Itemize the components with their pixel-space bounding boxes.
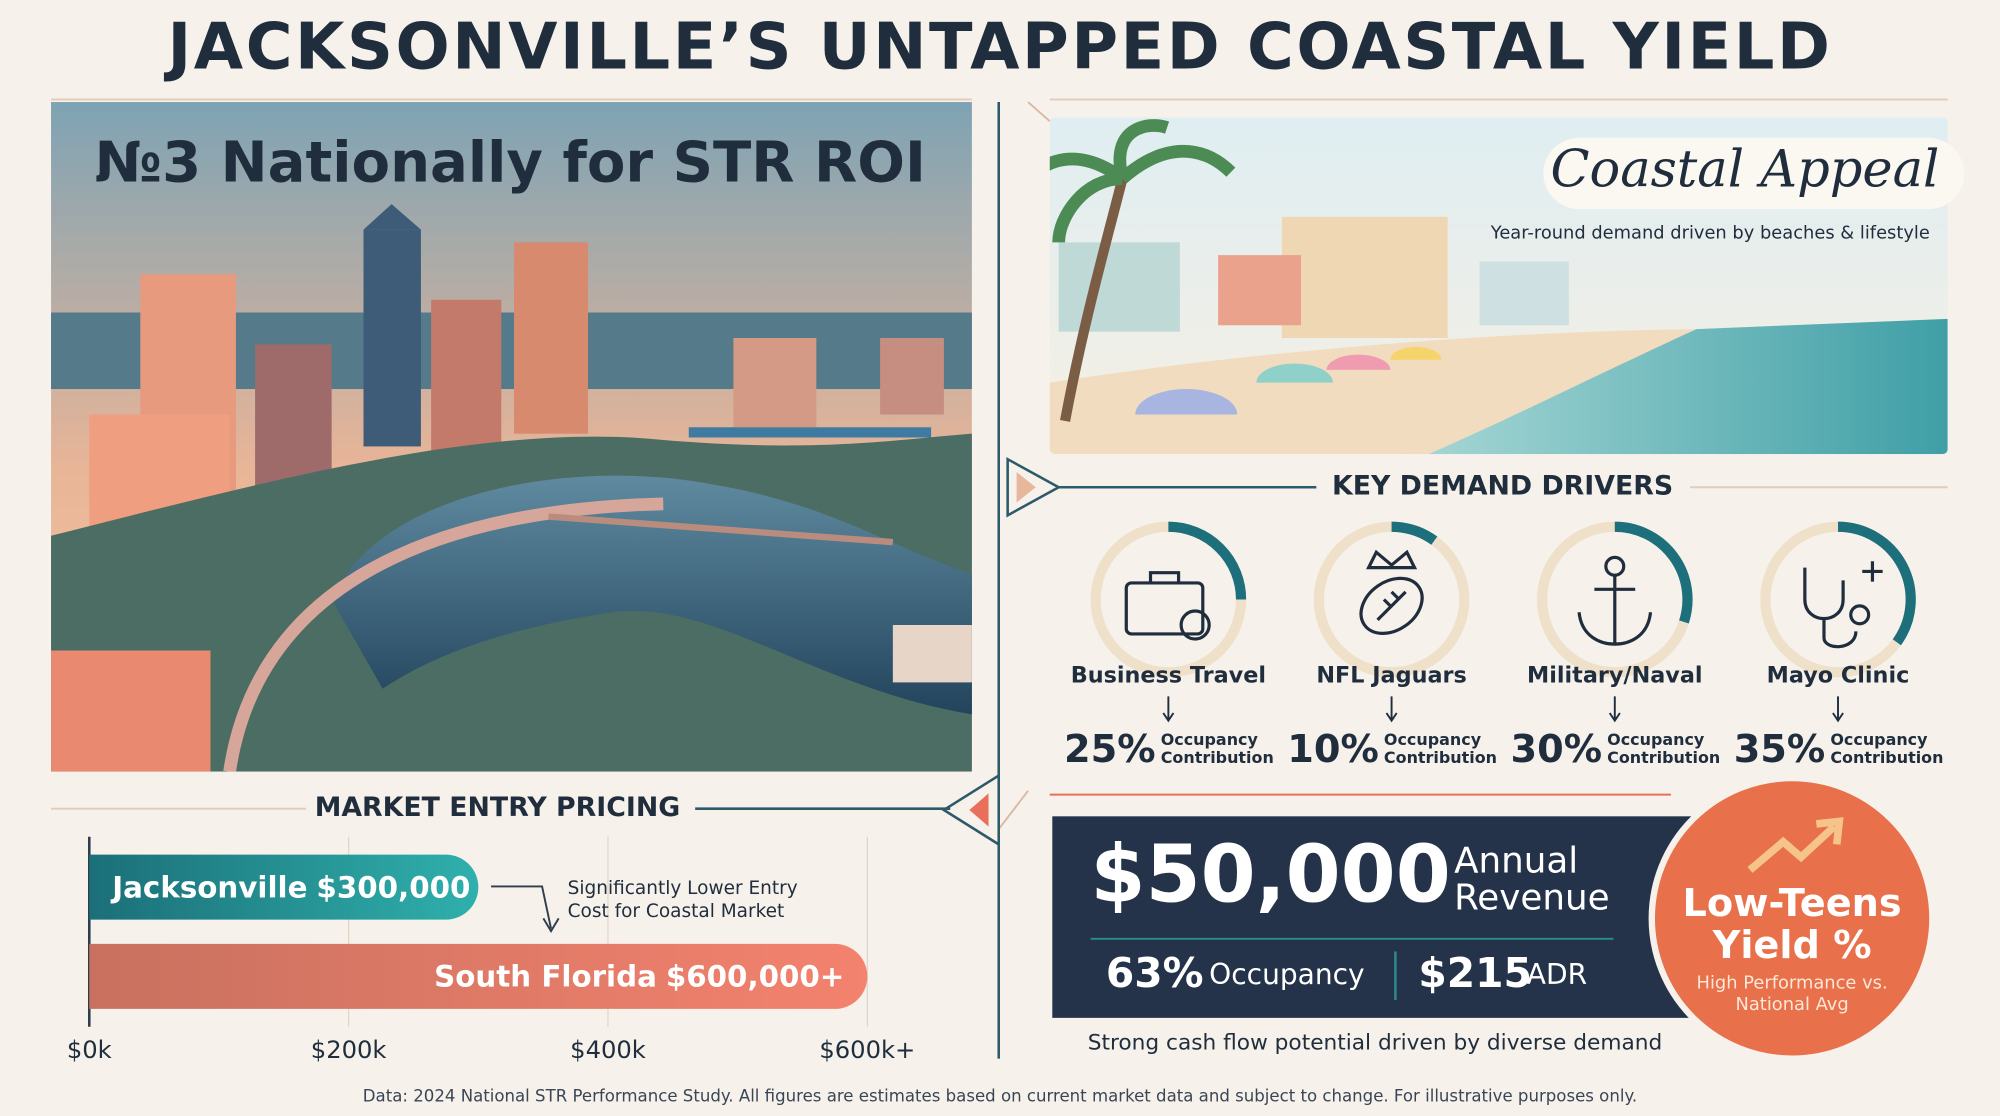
- driver-caption: Occupancy Contribution: [1383, 729, 1498, 767]
- driver-label: Mayo Clinic: [1767, 663, 1910, 689]
- city-illustration: [51, 102, 972, 772]
- pricing-chart: $0k $200k $400k $600k+ Jacksonville $300,000 S…: [67, 836, 915, 1064]
- bar-category: Jacksonville: [110, 870, 307, 904]
- pricing-title: MARKET ENTRY PRICING: [315, 792, 681, 823]
- driver-label: NFL Jaguars: [1316, 663, 1466, 689]
- bar: [89, 943, 868, 1009]
- driver-label: Business Travel: [1071, 663, 1266, 689]
- driver-value: 30%: [1510, 727, 1602, 772]
- drivers-title: KEY DEMAND DRIVERS: [1332, 471, 1673, 502]
- driver-value: 35%: [1734, 727, 1826, 772]
- driver-caption: Occupancy Contribution: [1607, 729, 1721, 767]
- driver-caption: Occupancy Contribution: [1830, 729, 1944, 767]
- yield-title: Low-Teens Yield %: [1682, 881, 1902, 969]
- driver-arrow: [1832, 696, 1844, 723]
- coastal-title: Coastal Appeal: [1550, 140, 1939, 199]
- revenue-label: Annual Revenue: [1454, 839, 1610, 919]
- x-tick-label: $600k+: [819, 1036, 915, 1064]
- yield-subtitle: High Performance vs. National Avg: [1696, 973, 1888, 1016]
- x-tick-label: $0k: [67, 1036, 112, 1064]
- adr-label: ADR: [1527, 958, 1587, 991]
- bar-label: South Florida $600,000+: [434, 959, 844, 993]
- driver-value: 10%: [1287, 727, 1379, 772]
- annotation-arrow: [491, 885, 560, 933]
- coastal-pill: [1543, 137, 1965, 210]
- kpi-box: [1052, 816, 1697, 1018]
- revenue-value: $50,000: [1091, 829, 1451, 921]
- driver-arrow: [1385, 696, 1398, 723]
- gauge-arc: [1168, 521, 1247, 600]
- tagline: Strong cash flow potential driven by div…: [1088, 1030, 1663, 1055]
- page-title: JACKSONVILLE’S UNTAPPED COASTAL YIELD: [164, 11, 1833, 85]
- chevron-inner: [1016, 471, 1036, 503]
- driver-arrow: [1162, 696, 1175, 723]
- driver-icons: [1124, 549, 1883, 649]
- divider-accent: [997, 101, 1051, 830]
- adr-value: $215: [1418, 949, 1532, 997]
- yield-icon: [1747, 817, 1844, 873]
- driver-caption: Occupancy Contribution: [1160, 729, 1274, 767]
- driver-arrow: [1608, 696, 1621, 723]
- footer-note: Data: 2024 National STR Performance Stud…: [363, 1086, 1637, 1105]
- yield-badge: [1648, 774, 1936, 1062]
- bar-label: Jacksonville $300,000: [110, 870, 470, 904]
- bar-value-label: $300,000: [316, 870, 470, 904]
- pricing-annotation: Significantly Lower Entry Cost for Coast…: [567, 878, 798, 923]
- x-tick-label: $400k: [570, 1036, 646, 1064]
- gauge-arc: [1837, 521, 1916, 646]
- hero-headline: №3 Nationally for STR ROI: [95, 130, 926, 195]
- occupancy-label: Occupancy: [1209, 958, 1364, 991]
- coastal-subtitle: Year-round demand driven by beaches & li…: [1490, 222, 1930, 243]
- driver-value: 25%: [1064, 727, 1156, 772]
- bar-value-label: $600,000+: [666, 959, 845, 993]
- bar-category: South Florida: [434, 959, 657, 993]
- driver-label: Military/Naval: [1527, 663, 1703, 689]
- chevron-inner: [969, 793, 989, 827]
- x-tick-label: $200k: [311, 1036, 387, 1064]
- bar: [89, 854, 479, 920]
- gauge-arc: [1391, 521, 1438, 545]
- occupancy-value: 63%: [1106, 949, 1204, 997]
- gauge-track: [1313, 521, 1470, 678]
- drivers-chart: Business Travel 25% NFL Jaguars 10% Military…: [1064, 521, 1916, 772]
- gauge-arc: [1614, 521, 1693, 624]
